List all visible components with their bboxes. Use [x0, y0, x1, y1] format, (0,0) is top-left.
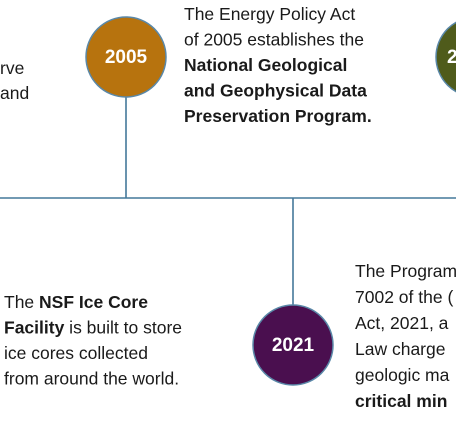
text-run: 7002 of the ( — [355, 287, 453, 307]
year-label: 2005 — [105, 47, 148, 68]
year-label: 2 — [447, 47, 456, 68]
description-line: National Geological — [184, 55, 347, 75]
text-run: ice cores collected — [4, 343, 148, 363]
text-run: Act, 2021, a — [355, 313, 449, 333]
description-line: 7002 of the ( — [355, 287, 453, 307]
text-run: The Program — [355, 261, 456, 281]
text-run: National Geological — [184, 55, 347, 75]
text-run: critical min — [355, 391, 447, 411]
description-line: geologic ma — [355, 365, 450, 385]
description-line: The Energy Policy Act — [184, 4, 355, 24]
description-line: Act, 2021, a — [355, 313, 449, 333]
description-line: Preservation Program. — [184, 106, 372, 126]
text-run: NSF Ice Core — [39, 292, 148, 312]
text-run: Facility — [4, 318, 65, 338]
text-run: geologic ma — [355, 365, 450, 385]
text-run: The — [4, 292, 39, 312]
description-line: The NSF Ice Core — [4, 292, 148, 312]
description-line: critical min — [355, 391, 447, 411]
description-line: The Program — [355, 261, 456, 281]
text-run: Preservation Program. — [184, 106, 372, 126]
year-circle — [435, 21, 456, 93]
text-run: of 2005 establishes the — [184, 30, 364, 50]
text-run: is built to store — [64, 318, 182, 338]
year-label: 2021 — [272, 335, 315, 356]
year-circle — [85, 16, 167, 98]
description-line: ice cores collected — [4, 343, 148, 363]
text-run: and Geophysical Data — [184, 81, 367, 101]
description-line: from around the world. — [4, 369, 179, 389]
fragment-text: rve — [0, 58, 24, 78]
description-line: Facility is built to store — [4, 318, 182, 338]
text-run: The Energy Policy Act — [184, 4, 355, 24]
text-run: Law charge — [355, 339, 445, 359]
text-run: from around the world. — [4, 369, 179, 389]
year-circle — [252, 304, 334, 386]
description-line: Law charge — [355, 339, 445, 359]
description-line: of 2005 establishes the — [184, 30, 364, 50]
description-line: and Geophysical Data — [184, 81, 367, 101]
fragment-text: and — [0, 83, 29, 103]
